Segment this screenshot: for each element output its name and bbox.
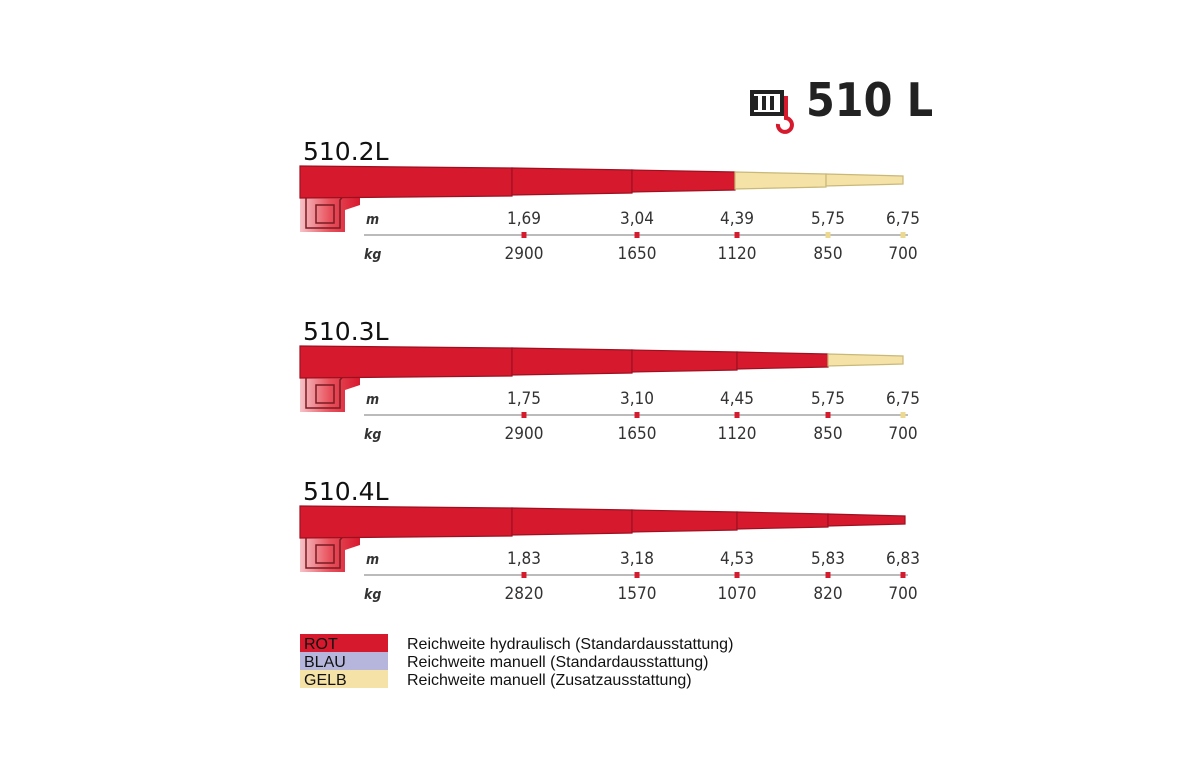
reach-value: 3,10 [620, 389, 654, 409]
reach-value: 1,83 [507, 549, 541, 569]
load-value: 1570 [618, 584, 657, 604]
boom-segment [827, 513, 906, 527]
scale-tick [734, 232, 740, 238]
boom-segment [299, 345, 513, 379]
load-value: 700 [888, 244, 917, 264]
boom-segment [736, 351, 829, 370]
boom-segment [827, 353, 904, 367]
legend-text: Reichweite manuell (Standardausstattung) [407, 654, 709, 671]
scale-tick [521, 412, 527, 418]
load-value: 2820 [505, 584, 544, 604]
load-value: 1070 [718, 584, 757, 604]
section-name: 510.2L [303, 137, 389, 166]
reach-value: 4,39 [720, 209, 754, 229]
section-name: 510.4L [303, 477, 389, 506]
load-value: 1650 [618, 424, 657, 444]
unit-load: kg [364, 587, 381, 603]
boom-segment [631, 349, 738, 373]
unit-reach: m [366, 552, 379, 568]
legend-text: Reichweite manuell (Zusatzausstattung) [407, 672, 692, 689]
section-name: 510.3L [303, 317, 389, 346]
unit-reach: m [366, 212, 379, 228]
reach-value: 6,75 [886, 209, 920, 229]
reach-value: 6,83 [886, 549, 920, 569]
scale-tick [521, 572, 527, 578]
scale-tick [900, 412, 906, 418]
scale-tick [634, 572, 640, 578]
scale-tick [900, 572, 906, 578]
reach-value: 1,69 [507, 209, 541, 229]
boom-section: 510.2L m kg 1,69 3,04 4,39 5,75 6,75 2900 1650 112… [299, 137, 920, 264]
legend-swatch [300, 634, 388, 652]
load-value: 820 [813, 584, 842, 604]
boom-segment [511, 507, 633, 536]
reach-value: 3,18 [620, 549, 654, 569]
unit-load: kg [364, 247, 381, 263]
load-value: 850 [813, 244, 842, 264]
scale-tick [521, 232, 527, 238]
legend-swatch [300, 670, 388, 688]
reach-value: 4,53 [720, 549, 754, 569]
scale-tick [634, 232, 640, 238]
load-value: 2900 [505, 244, 544, 264]
reach-value: 5,75 [811, 389, 845, 409]
boom-segment [736, 511, 829, 530]
boom-section: 510.4L m kg 1,83 3,18 4,53 5,83 6,83 2820 1570 107… [299, 477, 920, 604]
scale-tick [825, 412, 831, 418]
boom-segment [631, 509, 738, 533]
reach-value: 1,75 [507, 389, 541, 409]
scale-tick [734, 572, 740, 578]
boom-segment [299, 505, 513, 539]
boom-segment [511, 167, 633, 196]
load-value: 1120 [718, 424, 757, 444]
load-value: 1650 [618, 244, 657, 264]
load-value: 1120 [718, 244, 757, 264]
reach-value: 3,04 [620, 209, 654, 229]
unit-reach: m [366, 392, 379, 408]
boom-segment [825, 173, 904, 187]
reach-value: 5,83 [811, 549, 845, 569]
legend-swatch-label: ROT [304, 636, 338, 653]
scale-tick [634, 412, 640, 418]
boom-segment [299, 165, 513, 199]
legend-swatch-label: GELB [304, 672, 347, 689]
load-value: 700 [888, 584, 917, 604]
legend-text: Reichweite hydraulisch (Standardausstatt… [407, 636, 733, 653]
scale-tick [825, 572, 831, 578]
load-value: 2900 [505, 424, 544, 444]
reach-value: 4,45 [720, 389, 754, 409]
load-value: 700 [888, 424, 917, 444]
reach-value: 5,75 [811, 209, 845, 229]
boom-section: 510.3L m kg 1,75 3,10 4,45 5,75 6,75 2900 1650 112… [299, 317, 920, 444]
scale-tick [900, 232, 906, 238]
load-value: 850 [813, 424, 842, 444]
boom-segment [734, 171, 827, 190]
boom-segment [631, 169, 736, 193]
legend-swatch [300, 652, 388, 670]
reach-value: 6,75 [886, 389, 920, 409]
logo-title: 510 L [806, 73, 933, 127]
logo: 510 L [750, 73, 933, 134]
legend-swatch-label: BLAU [304, 654, 346, 671]
boom-segment [511, 347, 633, 376]
scale-tick [734, 412, 740, 418]
unit-load: kg [364, 427, 381, 443]
scale-tick [825, 232, 831, 238]
